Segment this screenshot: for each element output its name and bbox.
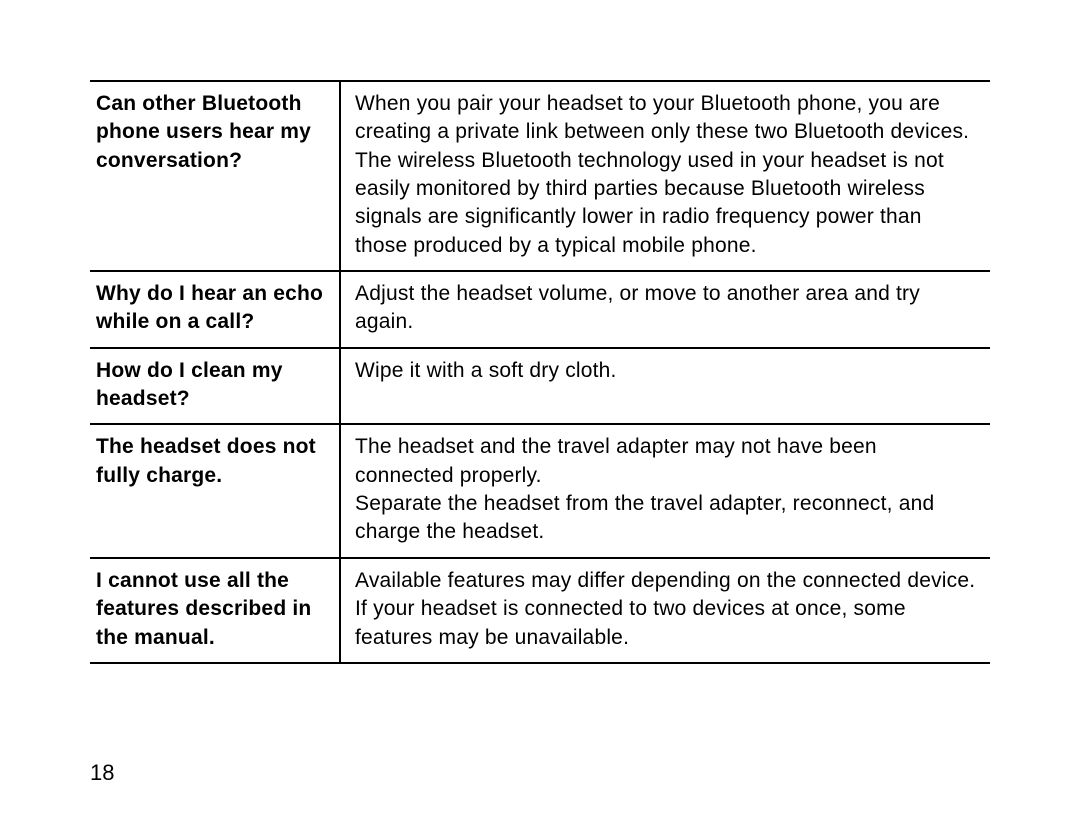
table-row: The headset does not fully charge. The h…: [90, 424, 990, 557]
page-number: 18: [90, 760, 114, 786]
faq-answer: Wipe it with a soft dry cloth.: [340, 348, 990, 425]
faq-question: I cannot use all the features described …: [90, 558, 340, 663]
table-row: Can other Bluetooth phone users hear my …: [90, 81, 990, 271]
faq-answer: Adjust the headset volume, or move to an…: [340, 271, 990, 348]
faq-table-body: Can other Bluetooth phone users hear my …: [90, 81, 990, 663]
faq-table: Can other Bluetooth phone users hear my …: [90, 80, 990, 664]
faq-question: How do I clean my headset?: [90, 348, 340, 425]
faq-question: Can other Bluetooth phone users hear my …: [90, 81, 340, 271]
manual-page: Can other Bluetooth phone users hear my …: [0, 0, 1080, 840]
faq-answer: The headset and the travel adapter may n…: [340, 424, 990, 557]
faq-question: The headset does not fully charge.: [90, 424, 340, 557]
table-row: I cannot use all the features described …: [90, 558, 990, 663]
table-row: Why do I hear an echo while on a call? A…: [90, 271, 990, 348]
faq-answer: Available features may differ depending …: [340, 558, 990, 663]
faq-question: Why do I hear an echo while on a call?: [90, 271, 340, 348]
faq-answer: When you pair your headset to your Bluet…: [340, 81, 990, 271]
table-row: How do I clean my headset? Wipe it with …: [90, 348, 990, 425]
